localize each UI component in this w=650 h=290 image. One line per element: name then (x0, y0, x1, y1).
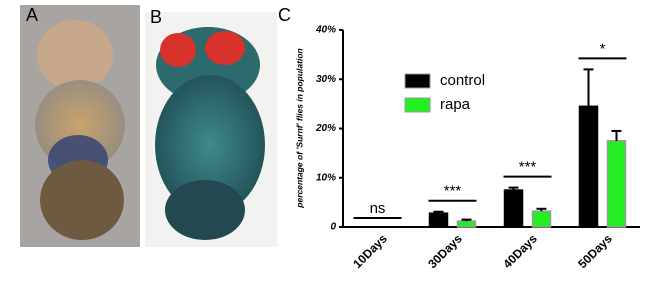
y-axis-label: percentage of 'Surnf' flies in populatio… (294, 48, 304, 208)
bar (503, 189, 524, 228)
photo-a (20, 5, 140, 247)
error-bar (536, 207, 547, 212)
legend-swatch (404, 97, 431, 113)
x-tick-label: 40Days (500, 231, 540, 271)
bar (578, 105, 599, 228)
significance-label: *** (444, 183, 462, 200)
bar (531, 210, 552, 228)
y-tick-label: 40% (315, 25, 336, 36)
error-bar (508, 186, 519, 191)
error-bar (461, 218, 472, 222)
significance-label: * (600, 40, 606, 57)
bar (606, 140, 627, 228)
panel-label: B (150, 7, 162, 27)
photo-b (145, 12, 277, 247)
error-bar (583, 68, 594, 107)
x-tick-label: 30Days (425, 231, 465, 271)
y-tick-label: 10% (316, 172, 336, 183)
y-tick-label: 30% (316, 74, 336, 85)
bar (456, 220, 477, 228)
x-tick-label: 50Days (575, 231, 615, 271)
y-tick-label: 0 (330, 222, 336, 233)
x-tick-label: 10Days (350, 231, 390, 271)
legend-label: control (440, 72, 485, 89)
panel-label: A (26, 5, 38, 25)
error-bar (433, 210, 444, 214)
significance-label: ns (370, 200, 386, 217)
y-tick-label: 20% (315, 123, 336, 134)
significance-label: *** (519, 159, 537, 176)
bar (428, 212, 449, 228)
legend-swatch (404, 73, 431, 89)
error-bar (611, 129, 622, 141)
legend-label: rapa (440, 96, 471, 113)
panel-label: C (278, 5, 291, 25)
